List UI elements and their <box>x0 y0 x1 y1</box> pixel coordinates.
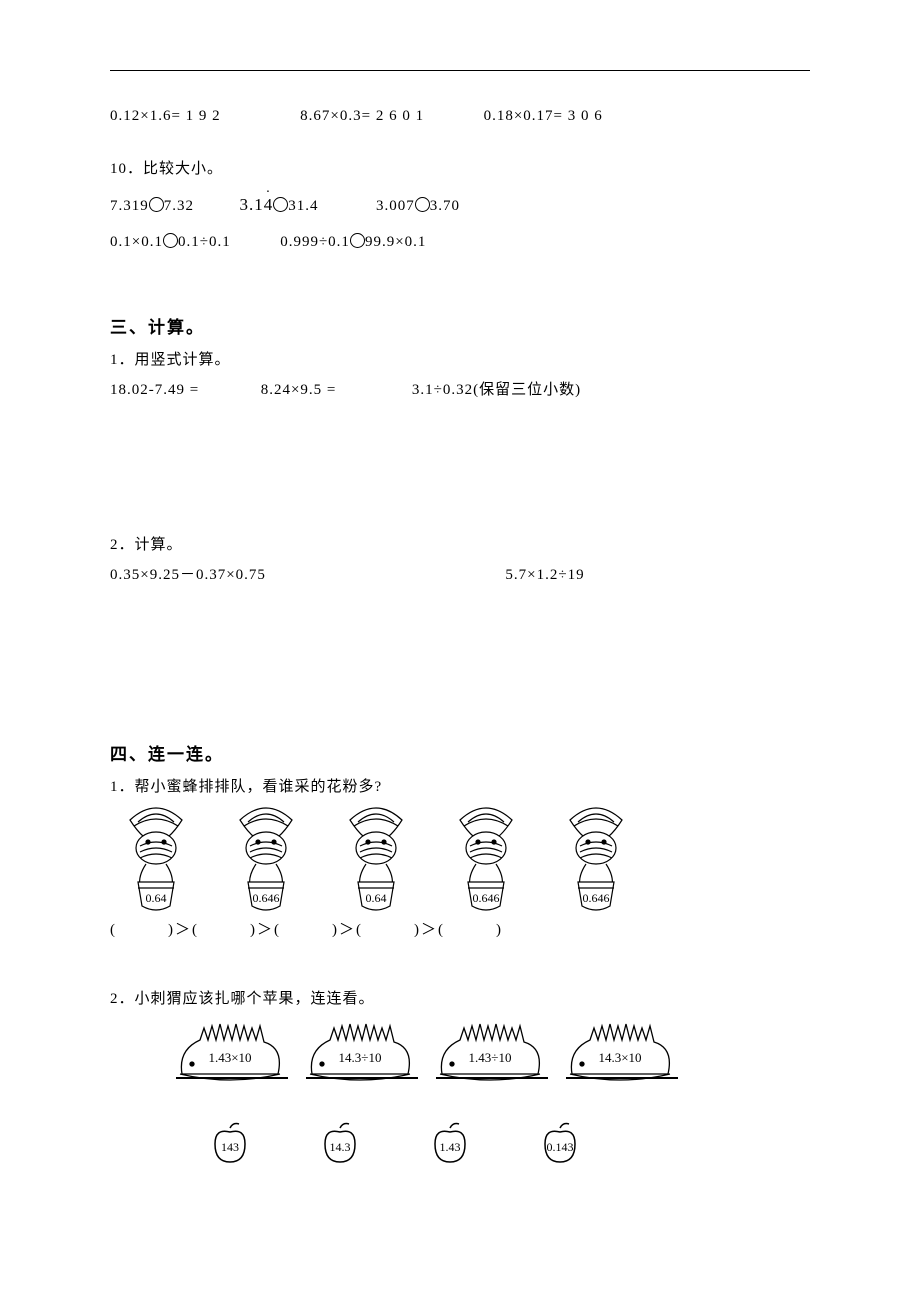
hedgehog-label: 1.43×10 <box>208 1050 251 1066</box>
bees-row: 0.64 0.646 <box>110 802 810 912</box>
q10-b: 3.14 <box>240 195 274 214</box>
s3-q1-title: 1．用竖式计算。 <box>110 348 810 369</box>
q9-item-1: 8.67×0.3= 2 6 0 1 <box>300 108 424 124</box>
q10-b-prefix: 3.1 <box>240 195 264 214</box>
hedgehog-1: 14.3÷10 <box>300 1020 420 1090</box>
q10-c-before: 3.007 <box>376 198 415 214</box>
bee-1: 0.646 <box>220 802 312 912</box>
apple-1: 14.3 <box>310 1118 370 1168</box>
q9-item-0: 0.12×1.6= 1 9 2 <box>110 108 221 124</box>
s4-q1-title: 1．帮小蜜蜂排排队，看谁采的花粉多? <box>110 775 810 796</box>
hedgehog-label: 14.3×10 <box>598 1050 641 1066</box>
hedgehog-3: 14.3×10 <box>560 1020 680 1090</box>
s3-q1-item-1: 8.24×9.5 = <box>261 382 337 398</box>
apple-2: 1.43 <box>420 1118 480 1168</box>
q10-row2: 0.1×0.1 0.1÷0.1 0.999÷0.1 99.9×0.1 <box>110 227 810 257</box>
compare-circle <box>149 197 164 212</box>
bee-2-label: 0.64 <box>366 891 387 905</box>
hedgehog-label: 14.3÷10 <box>339 1050 382 1066</box>
hedgehog-row: 1.43×10 14.3÷10 <box>170 1020 810 1090</box>
s3-title: 三、计算。 <box>110 313 810 338</box>
bee-0-label: 0.64 <box>146 891 167 905</box>
q10-e-before: 0.999÷0.1 <box>280 234 350 250</box>
apple-label: 1.43 <box>440 1140 461 1155</box>
q10-a-after: 7.32 <box>164 198 194 214</box>
apple-0: 143 <box>200 1118 260 1168</box>
q10-b-dot: 4 <box>264 190 274 220</box>
s3-q2-title: 2．计算。 <box>110 533 810 554</box>
apple-label: 143 <box>221 1140 239 1155</box>
apple-label: 0.143 <box>547 1140 574 1155</box>
apple-row: 143 14.3 1.43 <box>200 1118 810 1168</box>
s3-q2-line: 0.35×9.25－0.37×0.75 5.7×1.2÷19 <box>110 560 810 590</box>
bee-1-label: 0.646 <box>253 891 280 905</box>
page: 0.12×1.6= 1 9 2 8.67×0.3= 2 6 0 1 0.18×0… <box>0 0 920 1208</box>
bee-label: 0.646 <box>473 891 500 906</box>
q10-b-after: 31.4 <box>288 198 318 214</box>
q10-d-after: 0.1÷0.1 <box>178 234 231 250</box>
bee-3: 0.646 <box>440 802 532 912</box>
compare-circle <box>163 233 178 248</box>
bee-4: 0.646 <box>550 802 642 912</box>
q10-a-before: 7.319 <box>110 198 149 214</box>
bee-2: 0.64 <box>330 802 422 912</box>
s3-q2-item-1: 5.7×1.2÷19 <box>505 567 584 583</box>
bee-0: 0.64 <box>110 802 202 912</box>
hedgehog-0: 1.43×10 <box>170 1020 290 1090</box>
s4-q2-title: 2．小刺猬应该扎哪个苹果，连连看。 <box>110 987 810 1008</box>
q9-line: 0.12×1.6= 1 9 2 8.67×0.3= 2 6 0 1 0.18×0… <box>110 101 810 131</box>
apple-label: 14.3 <box>330 1140 351 1155</box>
q10-d-before: 0.1×0.1 <box>110 234 163 250</box>
bee-4-label: 0.646 <box>583 891 610 905</box>
compare-circle <box>350 233 365 248</box>
q9-item-2: 0.18×0.17= 3 0 6 <box>484 108 603 124</box>
hedgehog-2: 1.43÷10 <box>430 1020 550 1090</box>
apple-3: 0.143 <box>530 1118 590 1168</box>
compare-circle <box>273 197 288 212</box>
top-rule <box>110 70 810 71</box>
bee-label: 0.64 <box>366 891 387 906</box>
s3-q1-line: 18.02-7.49 = 8.24×9.5 = 3.1÷0.32(保留三位小数) <box>110 375 810 405</box>
hedgehog-label: 1.43÷10 <box>469 1050 512 1066</box>
q10-e-after: 99.9×0.1 <box>365 234 426 250</box>
bees-blank-row: ( )＞( )＞( )＞( )＞( ) <box>110 918 810 939</box>
compare-circle <box>415 197 430 212</box>
bee-label: 0.646 <box>583 891 610 906</box>
bee-3-label: 0.646 <box>473 891 500 905</box>
q10-title: 10．比较大小。 <box>110 157 810 178</box>
q10-row1: 7.319 7.32 3.14 31.4 3.007 3.70 <box>110 190 810 221</box>
s3-q1-item-2: 3.1÷0.32(保留三位小数) <box>412 382 581 398</box>
s3-q2-item-0: 0.35×9.25－0.37×0.75 <box>110 567 266 583</box>
s3-q1-item-0: 18.02-7.49 = <box>110 382 199 398</box>
bee-label: 0.64 <box>146 891 167 906</box>
s4-title: 四、连一连。 <box>110 740 810 765</box>
bee-label: 0.646 <box>253 891 280 906</box>
q10-c-after: 3.70 <box>430 198 460 214</box>
